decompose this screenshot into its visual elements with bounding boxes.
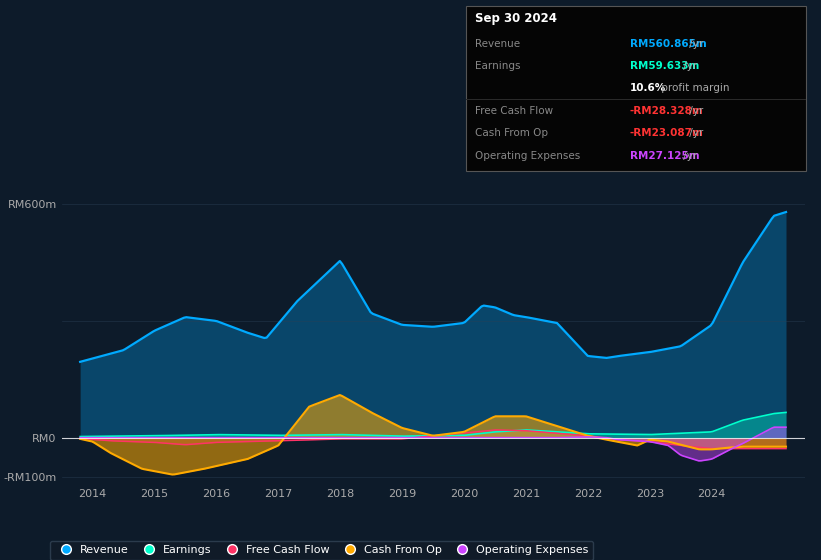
Text: Operating Expenses: Operating Expenses <box>475 151 580 161</box>
Text: Cash From Op: Cash From Op <box>475 128 548 138</box>
Text: profit margin: profit margin <box>658 83 729 94</box>
Text: /yr: /yr <box>680 61 697 71</box>
Text: /yr: /yr <box>680 151 697 161</box>
Text: /yr: /yr <box>686 106 703 116</box>
Text: /yr: /yr <box>686 39 703 49</box>
Text: -RM23.087m: -RM23.087m <box>630 128 704 138</box>
Text: Earnings: Earnings <box>475 61 521 71</box>
Text: Revenue: Revenue <box>475 39 521 49</box>
Legend: Revenue, Earnings, Free Cash Flow, Cash From Op, Operating Expenses: Revenue, Earnings, Free Cash Flow, Cash … <box>50 541 594 560</box>
Text: Sep 30 2024: Sep 30 2024 <box>475 12 557 25</box>
Text: RM560.865m: RM560.865m <box>630 39 706 49</box>
Text: RM59.633m: RM59.633m <box>630 61 699 71</box>
Text: Free Cash Flow: Free Cash Flow <box>475 106 553 116</box>
Text: 10.6%: 10.6% <box>630 83 666 94</box>
Text: -RM28.328m: -RM28.328m <box>630 106 704 116</box>
Text: /yr: /yr <box>686 128 703 138</box>
Text: RM27.125m: RM27.125m <box>630 151 699 161</box>
